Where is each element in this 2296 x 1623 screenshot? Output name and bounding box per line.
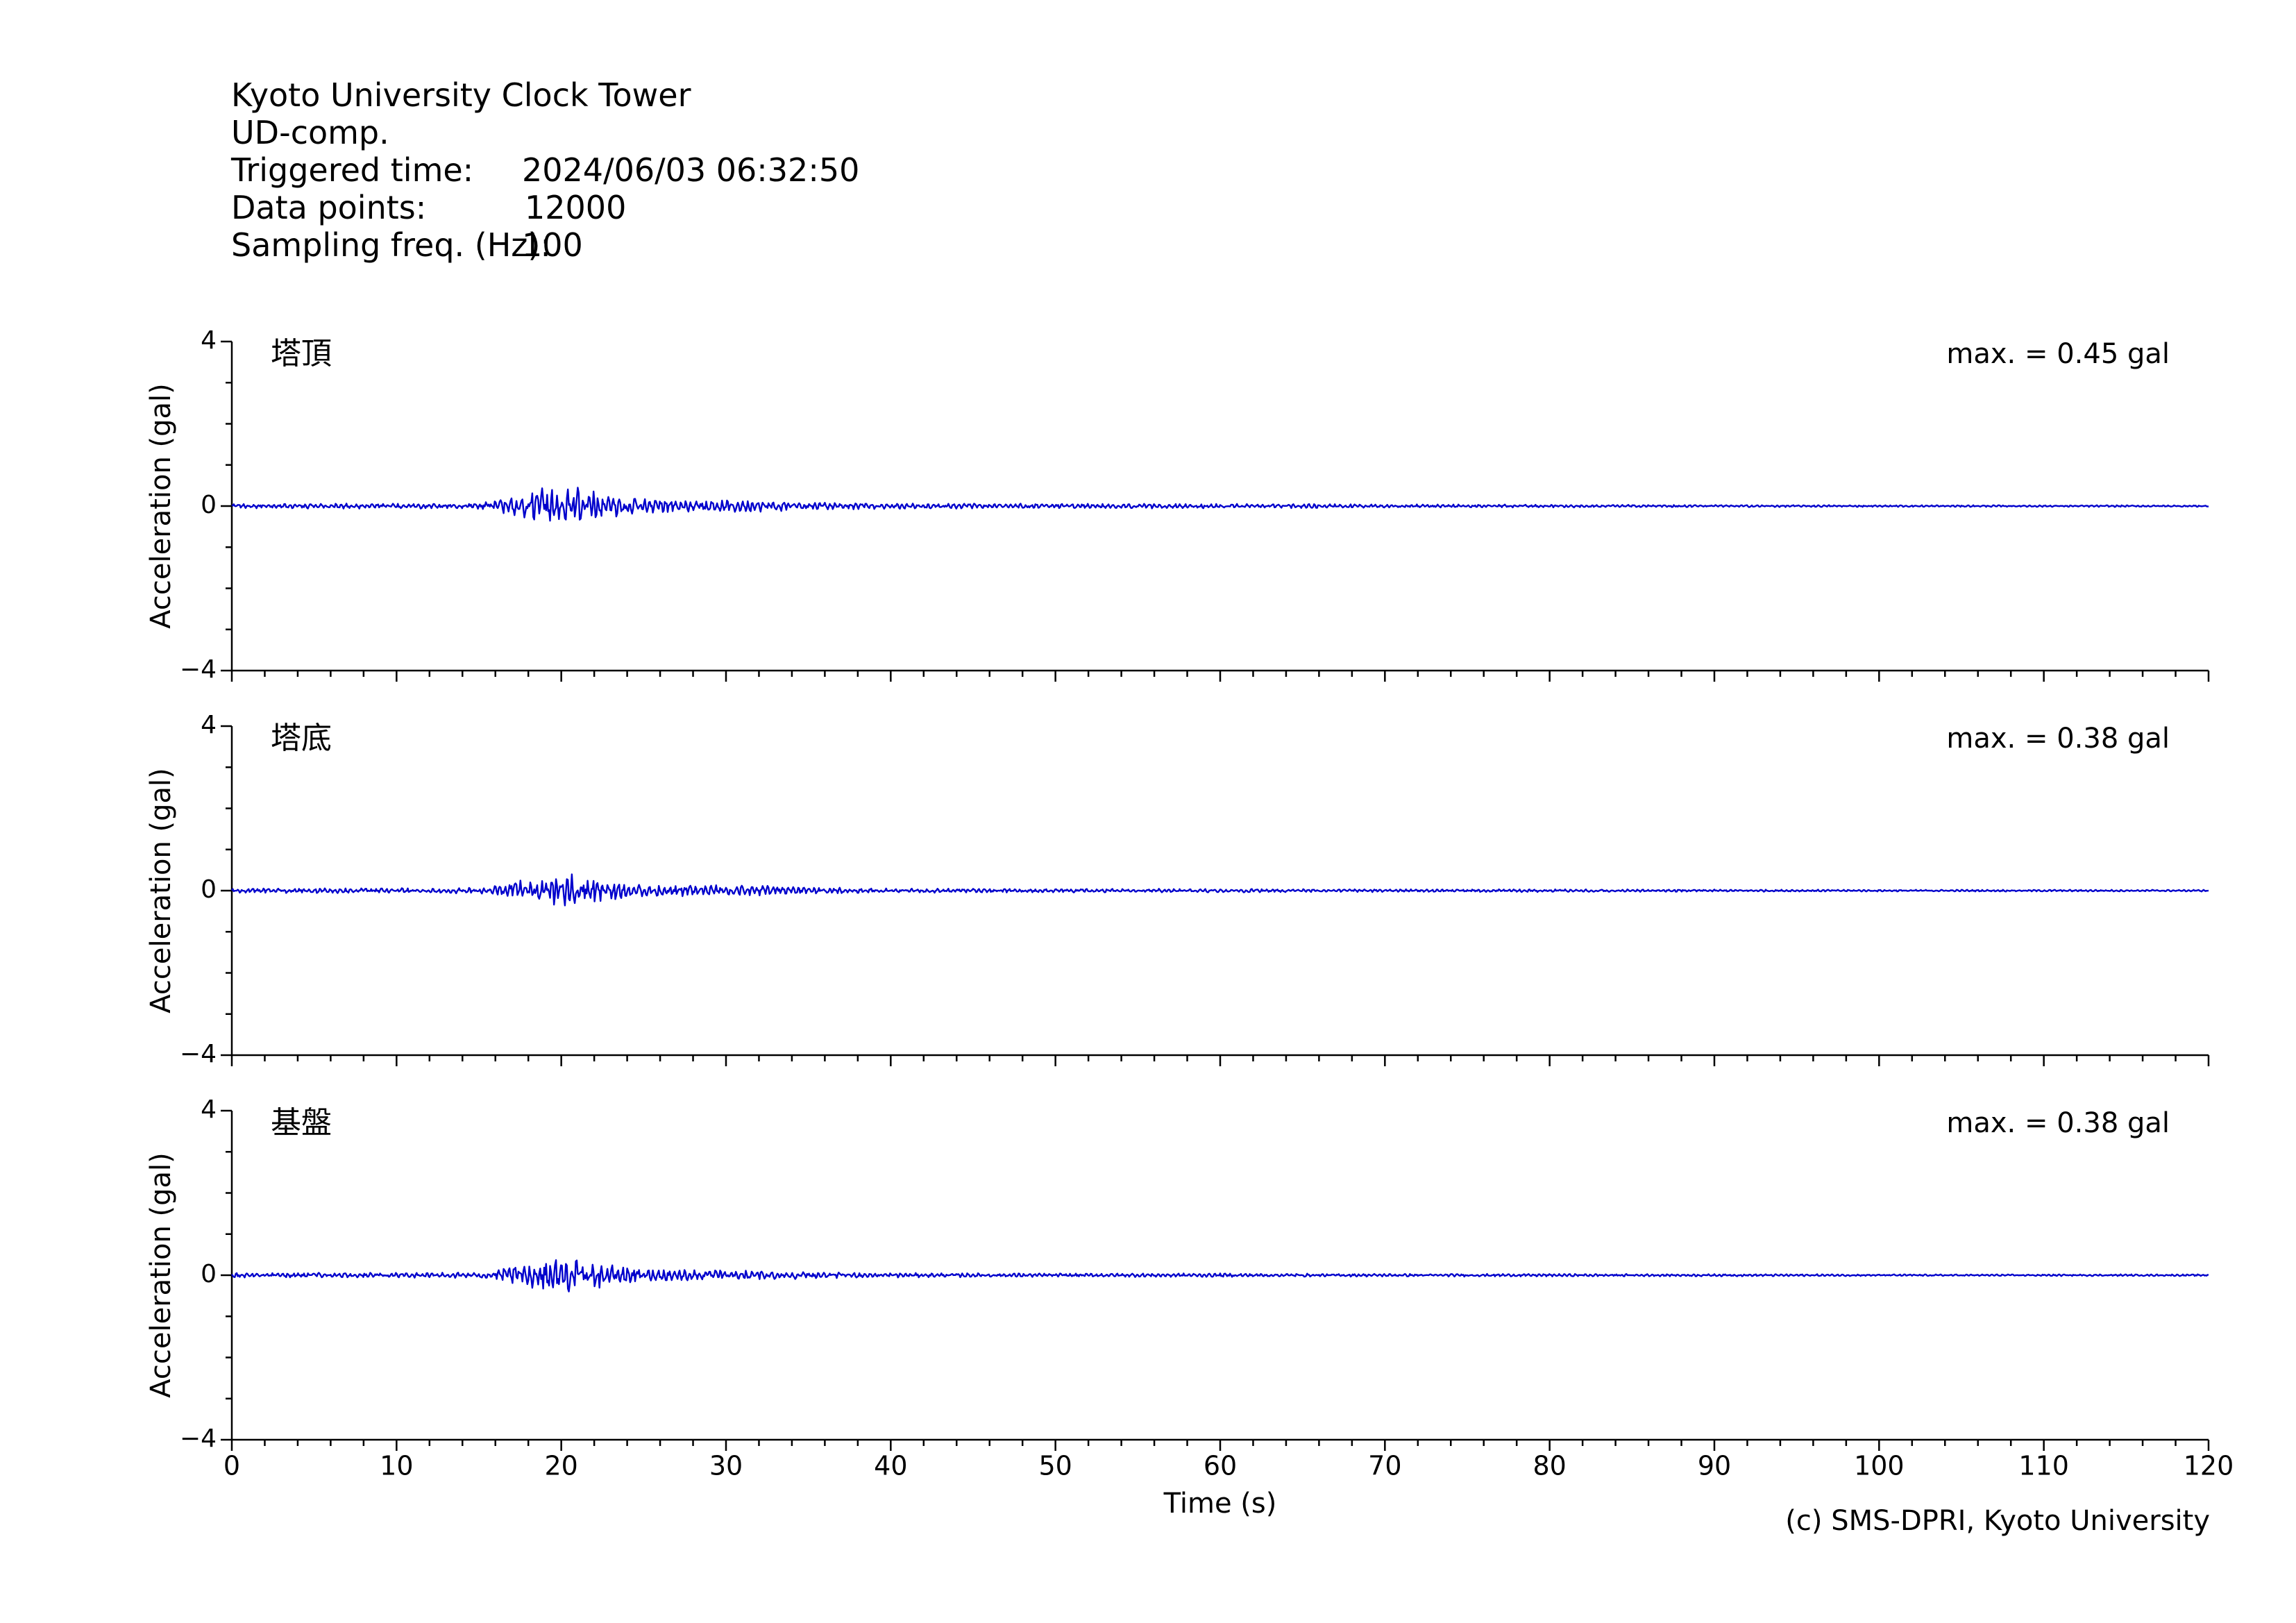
x-tick-label: 110: [2018, 1451, 2069, 1481]
y-tick-label: 4: [201, 326, 217, 355]
component-label: UD-comp.: [231, 114, 389, 151]
y-axis-label-3: Acceleration (gal): [145, 1152, 177, 1398]
trace-name-3: 基盤: [271, 1105, 332, 1141]
y-tick-label: 4: [201, 711, 217, 739]
y-tick-label: −4: [180, 1424, 217, 1453]
x-tick-label: 20: [544, 1451, 577, 1481]
acceleration-trace-2: [231, 873, 2209, 907]
max-annotation-3: max. = 0.38 gal: [1946, 1107, 2170, 1139]
max-annotation-2: max. = 0.38 gal: [1946, 723, 2170, 755]
x-tick-label: 80: [1533, 1451, 1566, 1481]
trace-name-2: 塔底: [271, 721, 332, 756]
x-axis-label: Time (s): [1163, 1488, 1277, 1520]
x-tick-label: 10: [380, 1451, 413, 1481]
acceleration-trace-3: [231, 1259, 2209, 1293]
y-tick-label: −4: [180, 655, 217, 684]
x-tick-label: 70: [1368, 1451, 1401, 1481]
x-tick-label: 90: [1698, 1451, 1731, 1481]
trace-name-1: 塔頂: [271, 336, 332, 371]
y-tick-label: 0: [201, 875, 217, 904]
y-tick-label: 0: [201, 491, 217, 519]
data-points-value: 12000: [525, 189, 627, 226]
x-tick-label: 50: [1038, 1451, 1072, 1481]
sampling-freq-value: 100: [522, 226, 583, 264]
max-annotation-1: max. = 0.45 gal: [1946, 338, 2170, 370]
y-axis-label-1: Acceleration (gal): [145, 383, 177, 629]
y-tick-label: −4: [180, 1040, 217, 1068]
triggered-time-value: 2024/06/03 06:32:50: [522, 151, 860, 189]
data-points-label: Data points:: [231, 189, 427, 226]
x-tick-label: 30: [709, 1451, 743, 1481]
triggered-time-label: Triggered time:: [231, 151, 474, 189]
y-tick-label: 4: [201, 1095, 217, 1124]
x-tick-label: 60: [1204, 1451, 1237, 1481]
x-tick-label: 120: [2184, 1451, 2234, 1481]
y-tick-label: 0: [201, 1260, 217, 1288]
y-axis-label-2: Acceleration (gal): [145, 768, 177, 1014]
copyright-credit: (c) SMS-DPRI, Kyoto University: [1785, 1505, 2210, 1537]
x-tick-label: 100: [1854, 1451, 1905, 1481]
x-tick-label: 40: [874, 1451, 907, 1481]
station-title: Kyoto University Clock Tower: [231, 76, 691, 114]
acceleration-trace-1: [231, 487, 2209, 522]
x-tick-label: 0: [223, 1451, 240, 1481]
sampling-freq-label: Sampling freq. (Hz):: [231, 226, 551, 264]
